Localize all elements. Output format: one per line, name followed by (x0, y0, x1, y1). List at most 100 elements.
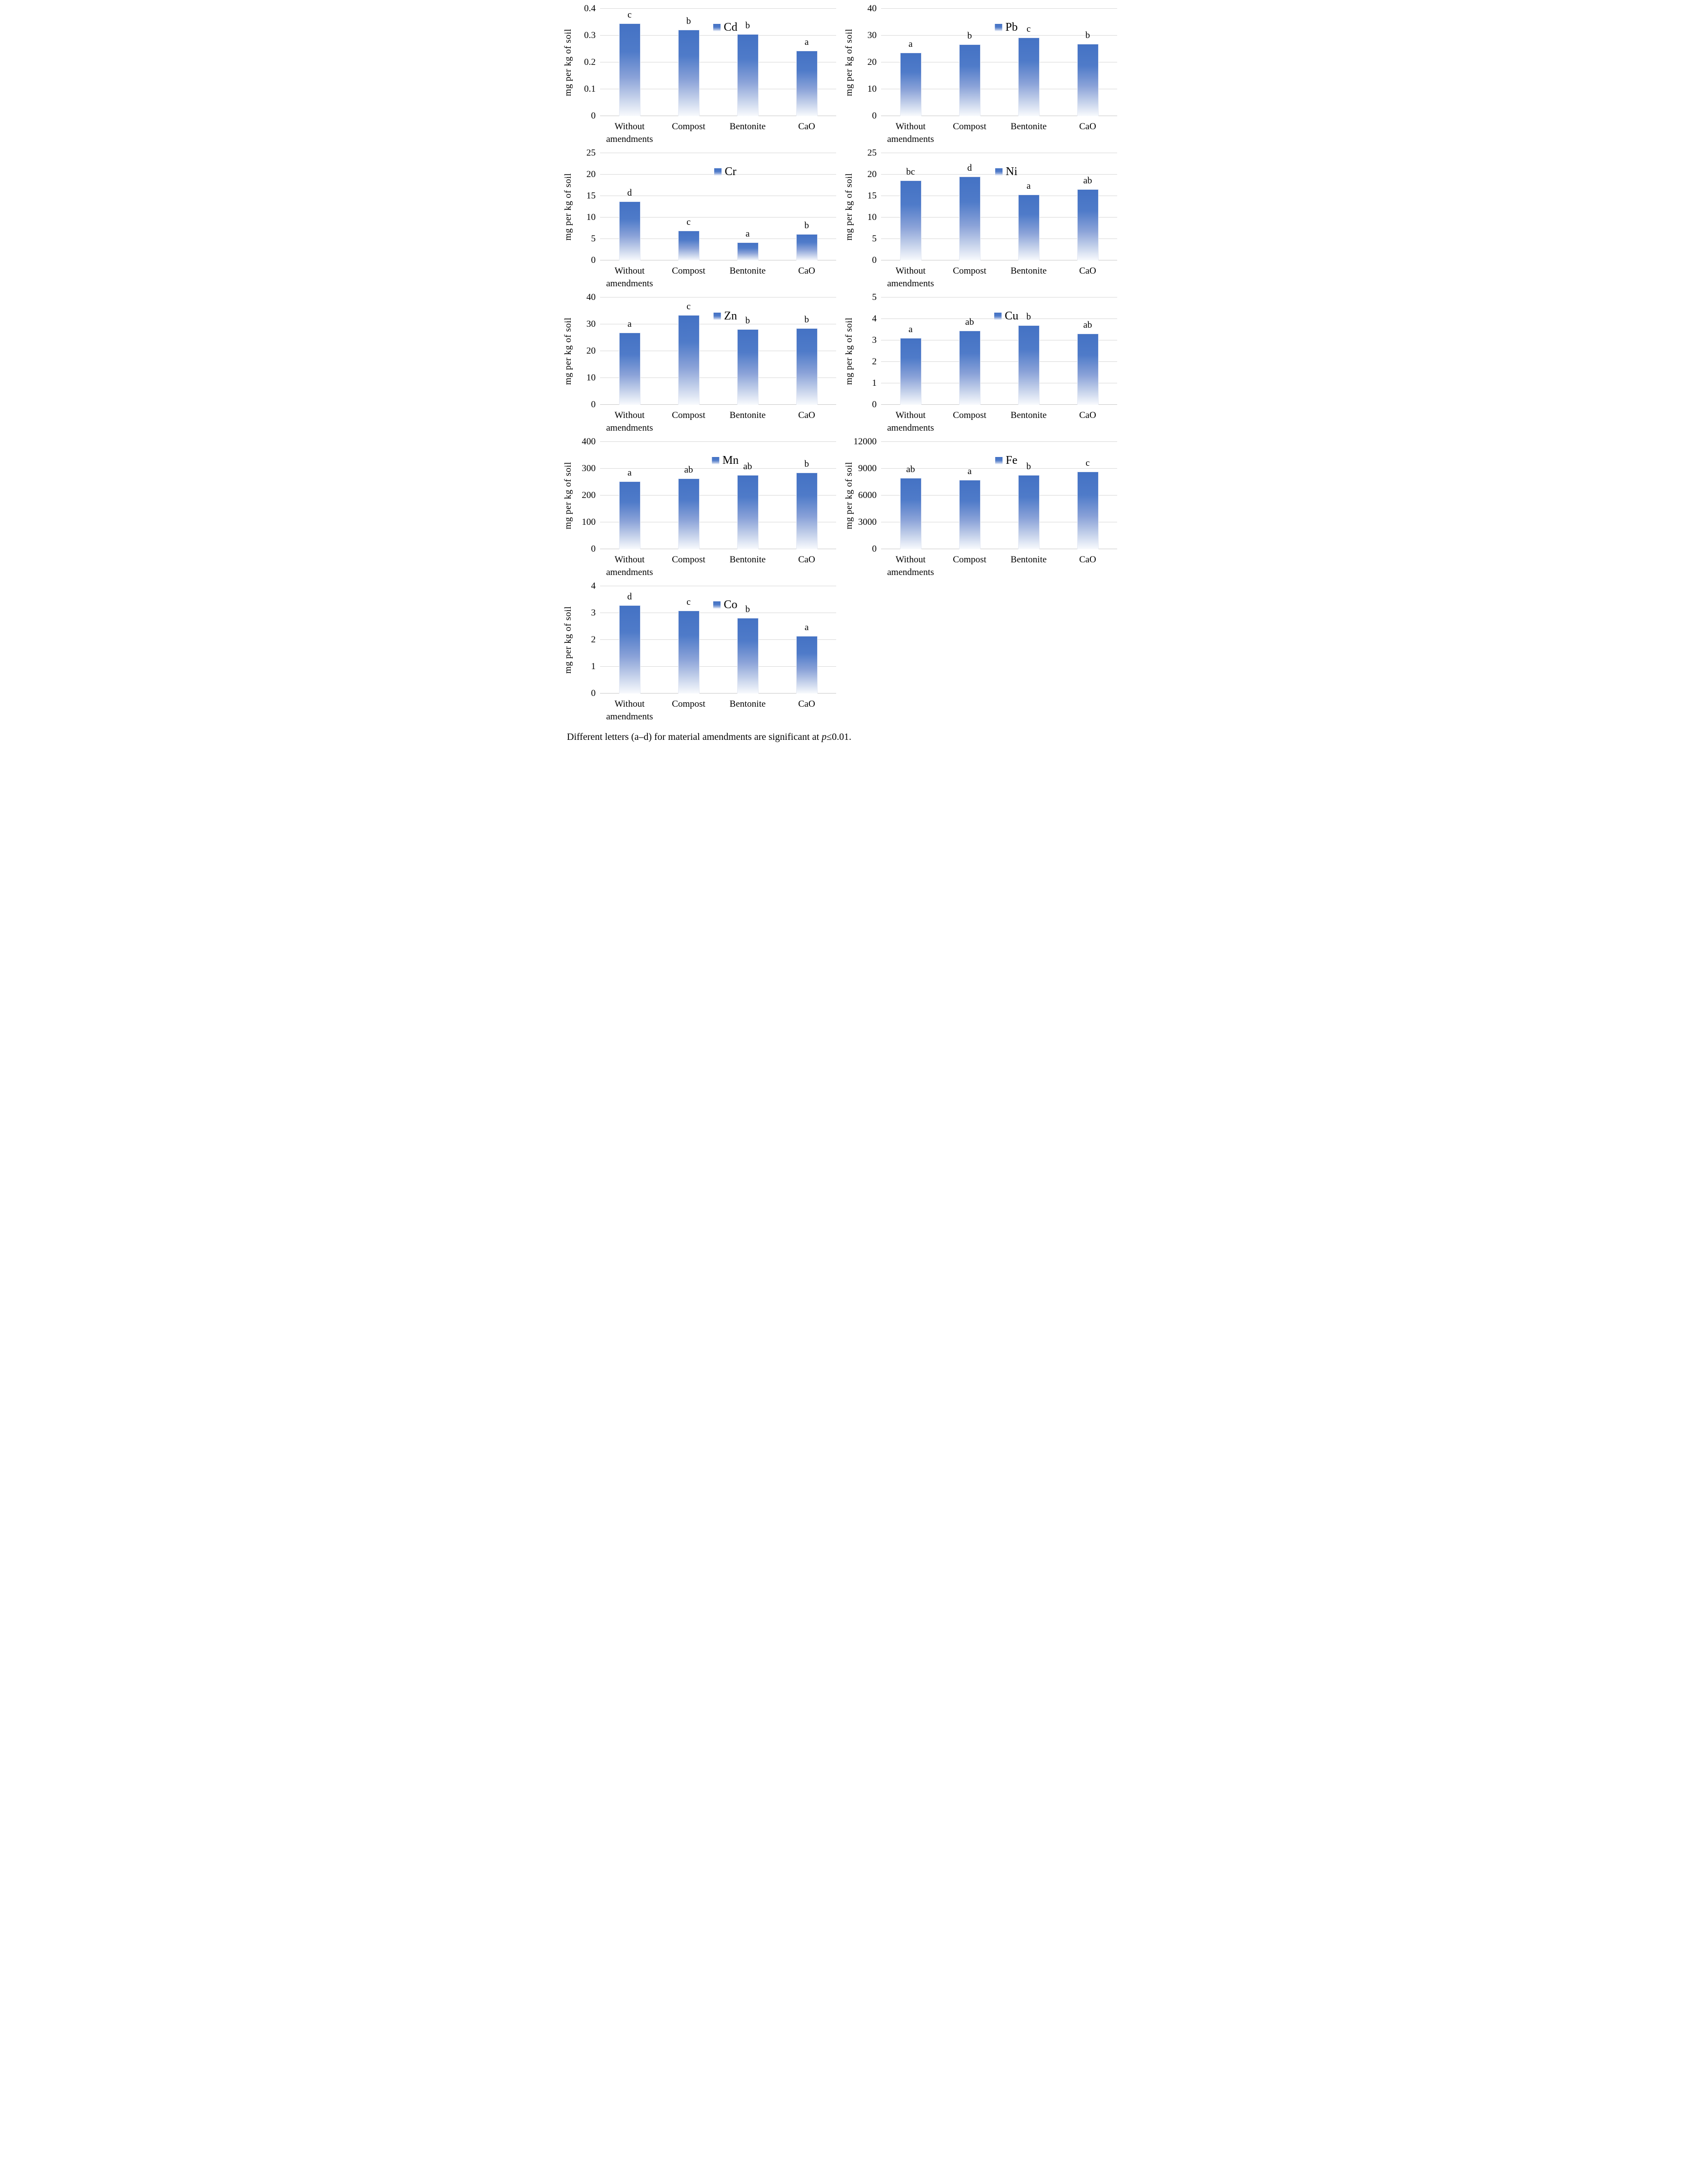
bar-slot: ab (1058, 153, 1117, 260)
figure-page: mg per kg of soil 0 0.1 0.2 0.3 0.4 c b b a Cd With… (562, 0, 1124, 755)
bar-compost (678, 478, 700, 549)
x-axis-labels: Without amendments Compost Bentonite CaO (600, 120, 836, 145)
significance-letter: c (686, 596, 691, 607)
y-axis-title-text: mg per kg of soil (563, 28, 574, 97)
y-axis-title-text: mg per kg of soil (563, 317, 574, 385)
x-axis-labels: Without amendments Compost Bentonite CaO (600, 698, 836, 723)
chart-Co: mg per kg of soil 0 1 2 3 4 d c b a Co Without amen… (562, 579, 843, 724)
significance-letter: a (627, 468, 632, 478)
significance-letter: ab (1083, 175, 1092, 186)
x-axis-labels: Without amendments Compost Bentonite CaO (881, 265, 1117, 290)
y-tick-label: 12000 (853, 437, 877, 447)
bar-cao (1077, 471, 1099, 549)
legend-swatch-icon (714, 168, 722, 176)
x-axis-labels: Without amendments Compost Bentonite CaO (600, 554, 836, 578)
y-tick-label: 400 (582, 437, 596, 447)
bar-slot: c (659, 586, 718, 694)
bar-bentonite (737, 475, 759, 549)
y-tick-label: 10 (586, 212, 596, 222)
significance-letter: bc (906, 167, 915, 178)
y-tick-label: 0 (872, 111, 877, 121)
bar-slot: b (999, 442, 1058, 549)
y-tick-label: 30 (867, 30, 877, 40)
bars-group: a ab ab b (600, 442, 836, 549)
y-tick-label: 0 (872, 255, 877, 265)
bar-slot: b (659, 9, 718, 116)
significance-letter: b (1026, 312, 1031, 322)
significance-letter: c (627, 10, 632, 20)
significance-letter: a (967, 466, 972, 477)
x-tick-label: Bentonite (729, 699, 766, 709)
legend: Pb (994, 21, 1018, 33)
x-tick-label: Without amendments (887, 266, 934, 289)
significance-letter: b (804, 458, 809, 469)
significance-letter: a (804, 622, 809, 633)
gridline (600, 8, 836, 9)
legend-swatch-icon (995, 457, 1003, 464)
y-axis-title-text: mg per kg of soil (844, 173, 855, 241)
legend-label: Fe (1005, 454, 1018, 467)
chart-Ni: mg per kg of soil 0 5 10 15 20 25 bc d a ab Ni Witho… (843, 146, 1124, 291)
legend-swatch-icon (713, 23, 721, 31)
significance-letter: c (1026, 24, 1031, 35)
legend-label: Co (723, 598, 738, 611)
significance-letter: b (804, 315, 809, 325)
gridline (600, 639, 836, 640)
bars-group: a b c b (881, 9, 1117, 116)
x-tick-label: CaO (1079, 410, 1096, 420)
x-axis-labels: Without amendments Compost Bentonite CaO (600, 265, 836, 290)
x-tick-label: Compost (672, 121, 705, 132)
bar-slot: a (777, 9, 836, 116)
y-tick-label: 30 (586, 319, 596, 329)
plot-area: 0 5 10 15 20 25 bc d a ab Ni Without amendments Comp… (867, 148, 1117, 289)
chart-Fe: mg per kg of soil 0 3000 6000 9000 12000 ab a b c… (843, 435, 1124, 579)
x-axis-labels: Without amendments Compost Bentonite CaO (881, 554, 1117, 578)
charts-grid: mg per kg of soil 0 0.1 0.2 0.3 0.4 c b b a Cd With… (562, 2, 1124, 724)
x-tick-label: CaO (1079, 555, 1096, 565)
legend-swatch-icon (713, 601, 721, 609)
bar-without-amendments (619, 332, 641, 405)
caption-significance: ≤0.01. (826, 732, 852, 742)
legend-swatch-icon (711, 457, 719, 464)
bar-slot: b (999, 298, 1058, 405)
legend: Fe (995, 455, 1018, 466)
gridline (600, 666, 836, 667)
bar-slot: ab (1058, 298, 1117, 405)
significance-letter: d (967, 162, 972, 173)
bar-cao (1077, 333, 1099, 405)
legend-swatch-icon (994, 312, 1002, 320)
plot-area: 0 3000 6000 9000 12000 ab a b c Fe Without amendme… (854, 437, 1117, 577)
bar-cao (796, 51, 818, 116)
significance-letter: a (1026, 181, 1031, 192)
y-tick-label: 5 (872, 292, 877, 302)
y-tick-label: 3 (872, 335, 877, 345)
chart-Cr: mg per kg of soil 0 5 10 15 20 25 d c a b Cr Without… (562, 146, 843, 291)
bars-group: c b b a (600, 9, 836, 116)
significance-letter: c (1085, 457, 1090, 468)
significance-letter: a (804, 37, 809, 48)
x-tick-label: Bentonite (729, 121, 766, 132)
significance-letter: ab (1083, 319, 1092, 330)
bar-slot: c (659, 298, 718, 405)
y-tick-label: 1 (872, 378, 877, 388)
legend: Cu (994, 310, 1019, 322)
gridline (600, 468, 836, 469)
bar-without-amendments (619, 481, 641, 549)
y-tick-label: 2 (591, 635, 596, 645)
legend-label: Cu (1004, 310, 1019, 322)
y-tick-label: 0 (591, 111, 596, 121)
bar-bentonite (737, 617, 759, 694)
x-tick-label: Without amendments (606, 555, 653, 577)
x-tick-label: Without amendments (606, 410, 653, 433)
bar-cao (796, 472, 818, 549)
bar-compost (959, 479, 981, 549)
x-axis-labels: Without amendments Compost Bentonite CaO (600, 409, 836, 434)
y-tick-label: 200 (582, 490, 596, 500)
x-tick-label: Bentonite (729, 266, 766, 276)
plot-area: 0 100 200 300 400 a ab ab b Mn Without amendments C… (582, 437, 836, 577)
y-tick-label: 10 (867, 212, 877, 222)
bar-cao (1077, 189, 1099, 260)
y-tick-label: 3000 (858, 517, 877, 527)
bar-compost (678, 29, 700, 116)
y-tick-label: 0.4 (584, 3, 596, 14)
